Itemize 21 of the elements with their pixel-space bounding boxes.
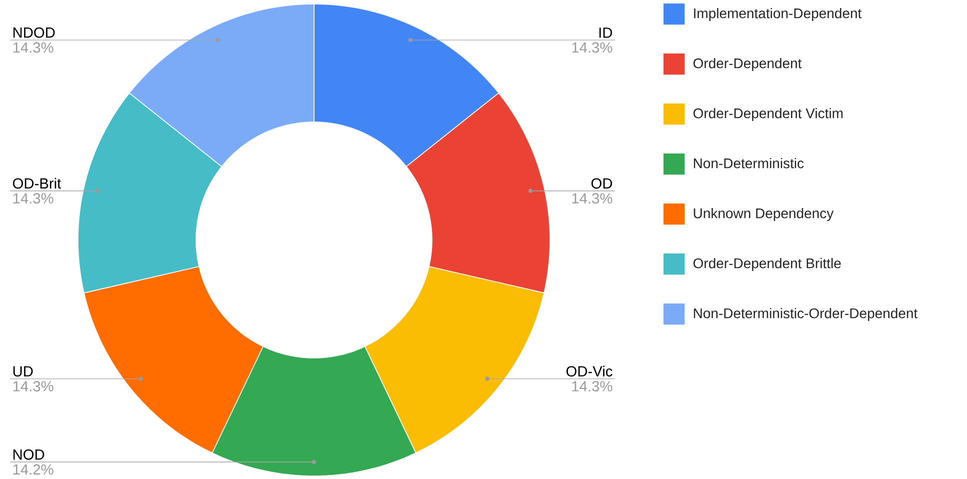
- data-label: 14.3%: [13, 42, 54, 53]
- data-label: 14.3%: [13, 193, 54, 204]
- legend-label: Order-Dependent: [693, 58, 802, 72]
- legend-label: Non-Deterministic-Order-Dependent: [694, 308, 918, 322]
- legend-label: Order-Dependent Victim: [693, 108, 843, 122]
- legend-label: Unknown Dependency: [694, 208, 834, 222]
- data-label: 14.3%: [13, 381, 54, 392]
- data-label: 14.3%: [572, 193, 612, 204]
- data-label: 14.3%: [572, 42, 612, 53]
- text: OD: [591, 178, 612, 189]
- text: UD: [13, 366, 33, 377]
- text: OD-Vic: [566, 366, 612, 377]
- data-label: 14.3%: [572, 381, 612, 392]
- text: NDOD: [13, 27, 55, 38]
- text: ID: [599, 28, 612, 38]
- text: NOD: [13, 449, 44, 460]
- legend-label: Implementation-Dependent: [694, 8, 862, 22]
- data-label: 14.2%: [13, 464, 54, 475]
- legend-label: Non-Deterministic: [694, 158, 804, 168]
- legend-label: Order-Dependent Brittle: [693, 258, 841, 272]
- text: OD-Brit: [12, 178, 62, 189]
